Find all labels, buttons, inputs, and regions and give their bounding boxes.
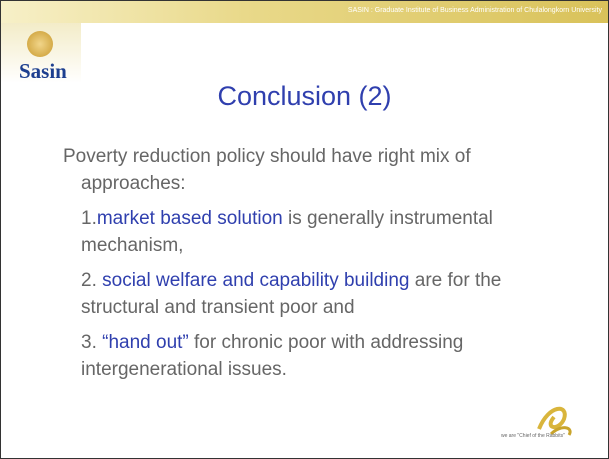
item-highlight: “hand out” <box>102 332 189 353</box>
item-highlight: social welfare and capability building <box>102 270 409 291</box>
list-item: 1.market based solution is generally ins… <box>63 205 521 259</box>
item-highlight: market based solution <box>97 208 283 229</box>
item-number: 2. <box>81 270 102 291</box>
logo-emblem <box>27 31 53 57</box>
item-number: 3. <box>81 332 102 353</box>
list-item: 2. social welfare and capability buildin… <box>63 267 521 321</box>
footer-tagline: we are "Chief of the Rabbits" <box>501 433 565 439</box>
intro-text: Poverty reduction policy should have rig… <box>63 143 553 197</box>
slide: SASIN : Graduate Institute of Business A… <box>0 0 609 459</box>
slide-body: Poverty reduction policy should have rig… <box>63 143 553 391</box>
banner-text: SASIN : Graduate Institute of Business A… <box>348 7 602 14</box>
item-number: 1. <box>81 208 97 229</box>
slide-title: Conclusion (2) <box>1 81 608 112</box>
header-bar: SASIN : Graduate Institute of Business A… <box>1 1 608 23</box>
list-item: 3. “hand out” for chronic poor with addr… <box>63 329 521 383</box>
